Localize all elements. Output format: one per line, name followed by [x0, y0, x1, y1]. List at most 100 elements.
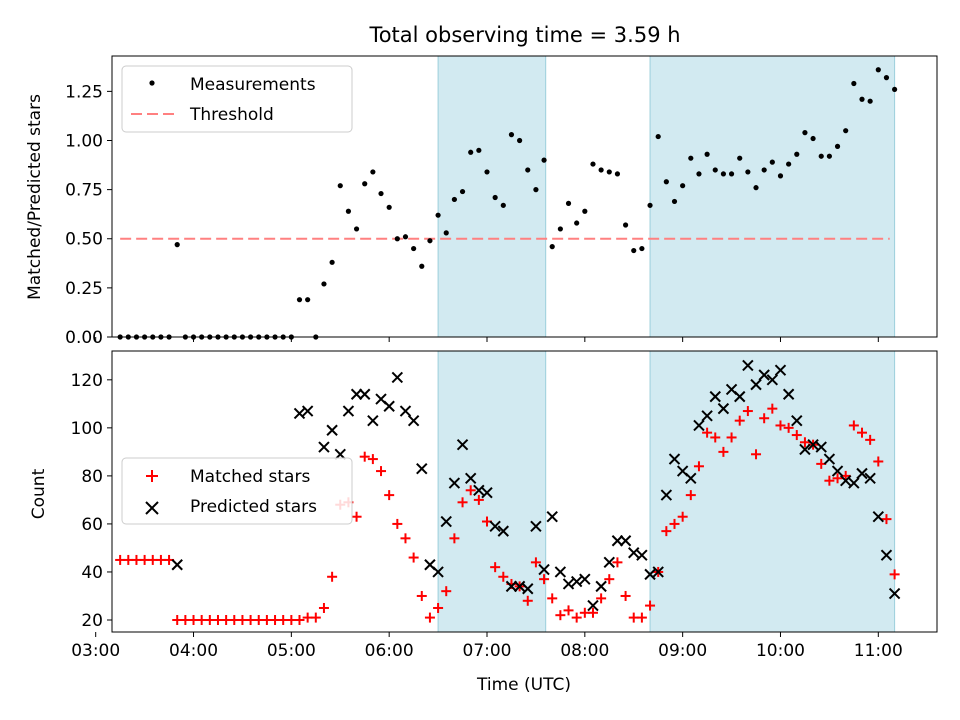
predicted-star-point — [717, 402, 730, 415]
predicted-star-point — [660, 489, 673, 501]
predicted-star-point — [497, 525, 510, 537]
measurement-point — [810, 135, 816, 142]
matched-star-point — [889, 569, 900, 580]
matched-star-point — [645, 600, 656, 611]
top-panel: 0.00 0.25 0.50 0.75 1.00 1.25 Total observing… — [25, 23, 938, 348]
predicted-star-point — [505, 580, 518, 593]
predicted-star-point — [872, 511, 885, 523]
predicted-star-point — [538, 563, 550, 576]
predicted-star-point — [481, 486, 493, 499]
predicted-star-point — [530, 520, 542, 533]
measurement-point — [769, 159, 775, 165]
measurement-point — [647, 202, 653, 208]
measurement-point — [353, 226, 360, 232]
measurement-point — [345, 208, 352, 214]
predicted-star-point — [831, 465, 844, 477]
measurement-point — [565, 200, 572, 206]
measurement-point — [582, 208, 588, 214]
predicted-star-point — [774, 364, 787, 376]
predicted-star-point — [848, 477, 860, 489]
matched-star-point — [522, 595, 533, 606]
measurement-point — [639, 245, 645, 252]
predicted-star-point — [342, 405, 355, 417]
predicted-star-point — [464, 472, 477, 484]
matched-star-point — [799, 437, 810, 448]
measurement-point — [622, 222, 629, 228]
x-axis-ticks: 03:00 04:00 05:00 06:00 07:00 08:00 09:00 10:00… — [71, 632, 903, 661]
measurement-point — [696, 171, 702, 177]
predicted-star-point — [758, 369, 770, 381]
matched-star-point — [490, 562, 501, 573]
measurement-point — [394, 236, 400, 242]
matched-star-point — [718, 446, 729, 457]
predicted-star-point — [888, 587, 901, 600]
predicted-star-point — [359, 388, 371, 400]
predicted-star-point — [611, 535, 624, 547]
x-tick-label: 11:00 — [854, 641, 903, 661]
x-axis-label: Time (UTC) — [476, 675, 571, 695]
bottom-plot-frame — [111, 350, 938, 633]
matched-star-point — [693, 461, 704, 472]
count-series — [115, 359, 901, 625]
matched-star-point — [473, 494, 484, 505]
matched-star-point — [433, 602, 444, 613]
legend-label-matched: Matched stars — [190, 467, 310, 487]
matched-star-point — [734, 415, 745, 426]
legend-plus-marker — [146, 470, 158, 482]
y-tick-label: 40 — [81, 563, 103, 583]
predicted-star-point — [815, 441, 827, 453]
chart-title: Total observing time = 3.59 h — [368, 23, 680, 47]
measurement-point — [704, 151, 710, 157]
shaded-interval — [437, 55, 547, 338]
measurement-point — [541, 157, 547, 163]
matched-star-point — [294, 614, 305, 625]
predicted-star-point — [693, 419, 705, 432]
legend-label-predicted: Predicted stars — [190, 497, 317, 517]
predicted-star-point — [791, 414, 803, 427]
y-tick-label: 0.75 — [65, 181, 103, 201]
matched-star-point — [449, 533, 460, 544]
predicted-star-point — [513, 580, 526, 593]
predicted-star-point — [856, 467, 868, 480]
measurement-point — [549, 244, 555, 250]
predicted-star-point — [570, 575, 583, 588]
matched-star-point — [832, 473, 843, 484]
measurement-point — [826, 153, 832, 159]
y-tick-label: 60 — [81, 515, 103, 535]
matched-star-point — [669, 518, 680, 529]
x-tick-label: 06:00 — [365, 641, 414, 661]
measurement-point — [411, 245, 417, 252]
measurement-point — [443, 230, 449, 236]
measurement-point — [851, 80, 857, 87]
measurement-point — [688, 155, 694, 161]
measurement-point — [753, 185, 759, 191]
matched-star-point — [873, 456, 884, 467]
predicted-star-point — [734, 390, 746, 403]
matched-star-point — [392, 518, 403, 529]
matched-star-point — [767, 403, 778, 414]
measurement-point — [590, 161, 596, 167]
measurement-point — [337, 183, 343, 189]
y-tick-label: 1.25 — [65, 82, 103, 102]
measurement-point — [859, 96, 865, 102]
shaded-interval — [437, 350, 547, 633]
predicted-star-point — [701, 410, 713, 422]
measurement-point — [386, 204, 392, 210]
y-tick-label: 80 — [81, 467, 103, 487]
bottom-y-axis-label: Count — [29, 468, 49, 519]
matched-star-point — [824, 475, 835, 486]
measurement-point — [321, 281, 327, 287]
predicted-star-point — [432, 566, 444, 578]
predicted-star-point — [546, 511, 558, 523]
predicted-star-point — [709, 390, 721, 403]
measurement-point — [329, 259, 335, 265]
predicted-star-point — [587, 599, 599, 612]
predicted-star-point — [456, 438, 469, 451]
matched-star-point — [612, 557, 623, 568]
predicted-star-point — [742, 359, 754, 372]
measurement-point — [484, 169, 490, 175]
predicted-star-point — [318, 441, 330, 453]
matched-star-point — [310, 612, 321, 623]
matched-star-point — [677, 511, 688, 522]
measurement-point — [883, 75, 890, 81]
